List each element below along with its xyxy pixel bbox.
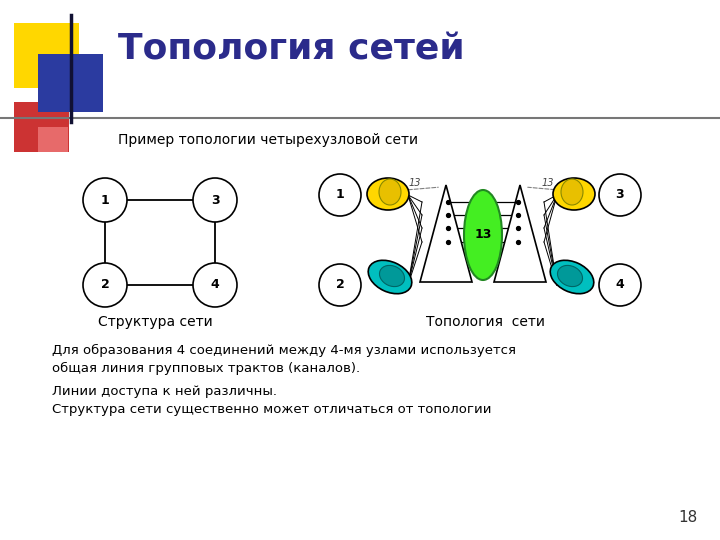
Text: 13: 13 [474, 228, 492, 241]
Text: 4: 4 [211, 279, 220, 292]
Circle shape [599, 174, 641, 216]
Text: 2: 2 [101, 279, 109, 292]
Text: 13: 13 [409, 178, 421, 188]
Text: 2: 2 [336, 279, 344, 292]
Circle shape [83, 178, 127, 222]
Text: Топология  сети: Топология сети [426, 315, 544, 329]
Circle shape [83, 263, 127, 307]
Polygon shape [420, 185, 472, 282]
Text: 3: 3 [211, 193, 220, 206]
Text: 1: 1 [101, 193, 109, 206]
Text: Линии доступа к ней различны.: Линии доступа к ней различны. [52, 386, 277, 399]
Text: Структура сети существенно может отличаться от топологии: Структура сети существенно может отличат… [52, 403, 492, 416]
FancyBboxPatch shape [38, 127, 68, 152]
Text: 13: 13 [541, 178, 554, 188]
FancyBboxPatch shape [14, 102, 69, 152]
Ellipse shape [379, 179, 401, 205]
Circle shape [193, 263, 237, 307]
Text: 3: 3 [616, 188, 624, 201]
Text: 18: 18 [678, 510, 698, 525]
Ellipse shape [553, 178, 595, 210]
Text: 1: 1 [336, 188, 344, 201]
Ellipse shape [368, 260, 412, 294]
Polygon shape [494, 185, 546, 282]
Circle shape [319, 174, 361, 216]
Ellipse shape [550, 260, 594, 294]
Ellipse shape [557, 265, 582, 287]
Text: 4: 4 [616, 279, 624, 292]
Text: Структура сети: Структура сети [98, 315, 212, 329]
Ellipse shape [464, 190, 502, 280]
Circle shape [319, 264, 361, 306]
Ellipse shape [379, 265, 405, 287]
Text: Для образования 4 соединений между 4-мя узлами используется: Для образования 4 соединений между 4-мя … [52, 343, 516, 356]
Circle shape [193, 178, 237, 222]
Ellipse shape [367, 178, 409, 210]
Circle shape [599, 264, 641, 306]
Text: Пример топологии четырехузловой сети: Пример топологии четырехузловой сети [118, 133, 418, 147]
FancyBboxPatch shape [38, 54, 103, 112]
Text: общая линия групповых трактов (каналов).: общая линия групповых трактов (каналов). [52, 361, 360, 375]
Text: Топология сетей: Топология сетей [118, 33, 464, 67]
Ellipse shape [561, 179, 583, 205]
FancyBboxPatch shape [14, 23, 79, 88]
